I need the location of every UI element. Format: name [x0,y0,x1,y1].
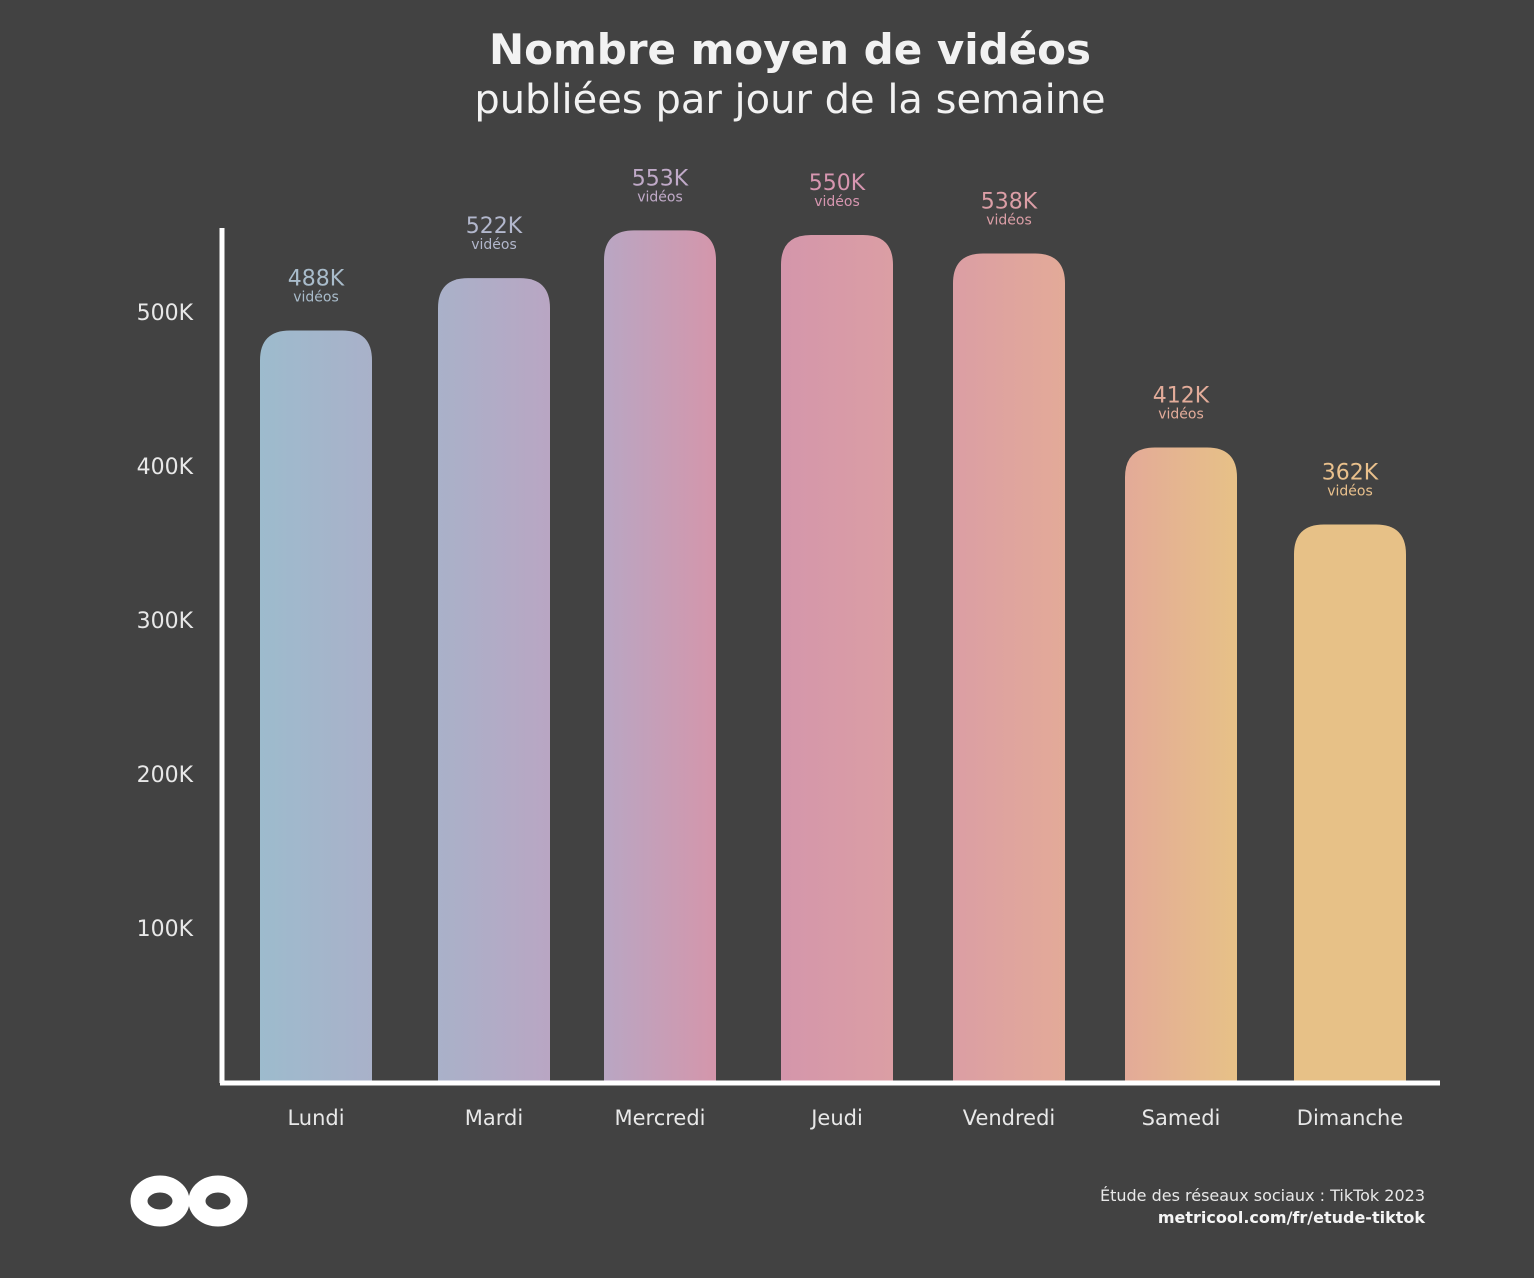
source-link[interactable]: metricool.com/fr/etude-tiktok [1158,1208,1426,1227]
data-label-unit: vidéos [814,194,860,210]
data-label: 412K [1153,384,1210,409]
x-tick-label: Mardi [465,1106,523,1130]
bar-dimanche [1294,524,1406,1082]
data-label-unit: vidéos [1158,407,1204,423]
data-label-unit: vidéos [293,289,339,305]
y-tick-label: 100K [137,917,194,942]
x-tick-label: Mercredi [614,1106,705,1130]
bar-mardi [438,278,550,1082]
metricool-infinity-logo [130,1175,248,1227]
data-label: 538K [981,189,1038,214]
bar-lundi [260,330,372,1083]
bar-jeudi [781,235,893,1082]
source-study: Étude des réseaux sociaux : TikTok 2023 [1100,1186,1425,1205]
bar-samedi [1125,447,1237,1082]
x-tick-label: Dimanche [1297,1106,1403,1130]
data-label-unit: vidéos [471,237,517,253]
data-label: 522K [466,214,523,239]
data-label: 553K [632,166,689,191]
data-label: 550K [809,171,866,196]
data-label-unit: vidéos [1327,484,1373,500]
bar-mercredi [604,230,716,1082]
x-tick-label: Samedi [1142,1106,1221,1130]
data-label: 362K [1322,461,1379,486]
x-tick-label: Jeudi [809,1106,863,1130]
x-tick-label: Lundi [287,1106,344,1130]
data-label: 488K [288,266,345,291]
y-tick-label: 200K [137,763,194,788]
x-tick-label: Vendredi [963,1106,1056,1130]
chart-subtitle: publiées par jour de la semaine [474,77,1105,123]
y-tick-label: 500K [137,301,194,326]
data-label-unit: vidéos [986,212,1032,228]
chart-title: Nombre moyen de vidéos [489,25,1091,74]
y-tick-label: 400K [137,455,194,480]
y-tick-label: 300K [137,609,194,634]
data-label-unit: vidéos [637,189,683,205]
bar-vendredi [953,253,1065,1083]
